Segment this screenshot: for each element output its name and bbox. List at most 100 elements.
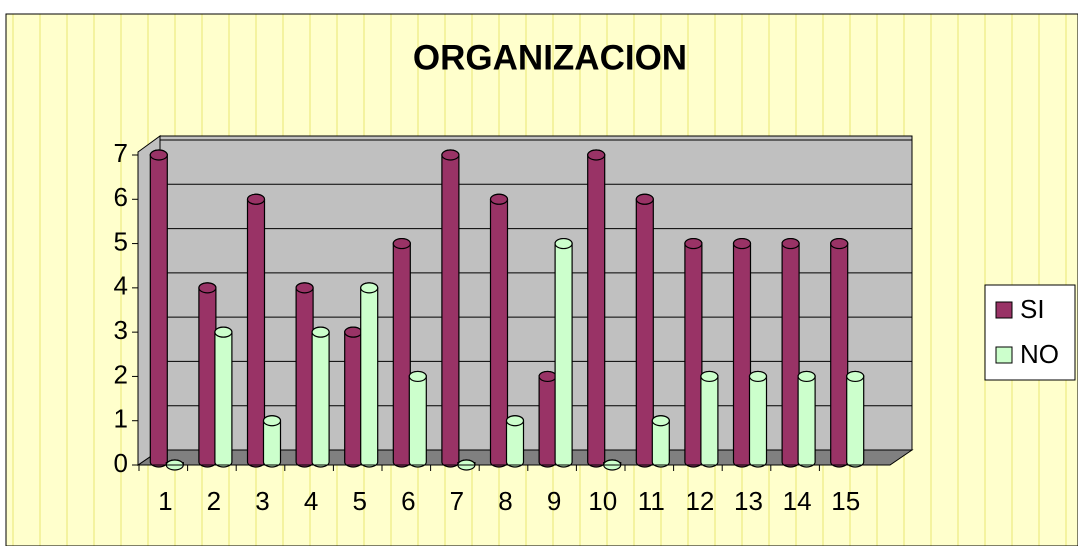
bar-top bbox=[311, 326, 330, 338]
x-tick-label: 4 bbox=[304, 486, 318, 516]
bar-body bbox=[846, 370, 865, 468]
x-tick-label: 3 bbox=[255, 486, 269, 516]
x-tick-label: 13 bbox=[734, 486, 763, 516]
bar-top bbox=[684, 237, 703, 250]
bar-body bbox=[684, 238, 703, 468]
bar-body bbox=[392, 238, 411, 468]
bar-body bbox=[538, 370, 557, 468]
bar-body bbox=[748, 370, 768, 468]
bar bbox=[830, 237, 849, 468]
x-tick-label: 10 bbox=[588, 486, 617, 516]
y-tick-label: 5 bbox=[114, 226, 128, 256]
x-tick-label: 5 bbox=[352, 486, 366, 516]
bar-top bbox=[830, 237, 849, 250]
bar-top bbox=[505, 415, 525, 427]
bar bbox=[797, 370, 816, 468]
y-tick-label: 1 bbox=[114, 404, 128, 434]
x-tick-label: 7 bbox=[450, 486, 464, 516]
bar-body bbox=[781, 238, 800, 468]
bar bbox=[344, 326, 363, 468]
bar-top bbox=[408, 370, 427, 383]
bar-body bbox=[214, 326, 233, 468]
bar-body bbox=[360, 282, 379, 468]
bar bbox=[587, 149, 606, 468]
bar-top bbox=[554, 237, 573, 250]
x-tick-label: 2 bbox=[207, 486, 221, 516]
bar-body bbox=[246, 193, 266, 468]
y-tick-label: 6 bbox=[114, 182, 128, 212]
bar-top bbox=[781, 237, 800, 250]
bar-top bbox=[651, 415, 670, 427]
bar-body bbox=[797, 370, 816, 468]
bar-top bbox=[797, 370, 816, 383]
bar-body bbox=[554, 238, 573, 468]
bar bbox=[538, 370, 557, 468]
x-tick-label: 14 bbox=[783, 486, 812, 516]
x-tick-label: 6 bbox=[401, 486, 415, 516]
bar bbox=[198, 282, 217, 468]
bar-top bbox=[214, 326, 233, 338]
x-tick-label: 1 bbox=[158, 486, 172, 516]
bar-top bbox=[635, 193, 654, 205]
bar bbox=[781, 237, 800, 468]
bar bbox=[262, 415, 282, 468]
bar-body bbox=[311, 326, 330, 468]
bar-body bbox=[587, 149, 606, 468]
bar-top bbox=[344, 326, 363, 338]
bar-top bbox=[732, 237, 752, 250]
x-tick-label: 11 bbox=[638, 486, 665, 516]
y-tick-label: 3 bbox=[114, 315, 128, 345]
bar bbox=[408, 370, 427, 468]
bar-body bbox=[489, 193, 509, 468]
plot bbox=[149, 139, 912, 471]
x-tick-label: 12 bbox=[685, 486, 714, 516]
bar bbox=[311, 326, 330, 468]
bar-body bbox=[635, 193, 654, 468]
bar-body bbox=[149, 149, 168, 468]
legend-swatch bbox=[995, 346, 1013, 364]
bar bbox=[684, 237, 703, 468]
bar bbox=[392, 237, 411, 468]
bar bbox=[441, 149, 460, 468]
y-tick-label: 7 bbox=[114, 138, 128, 168]
bar-top bbox=[441, 149, 460, 161]
bar-top bbox=[360, 282, 379, 294]
bar bbox=[700, 370, 719, 468]
bar-top bbox=[262, 415, 282, 427]
y-tick-label: 2 bbox=[114, 359, 128, 389]
bar-top bbox=[246, 193, 266, 205]
bar bbox=[360, 282, 379, 468]
chart-title: ORGANIZACION bbox=[413, 38, 687, 77]
x-tick-label: 9 bbox=[547, 486, 561, 516]
bar bbox=[651, 415, 670, 468]
bar-body bbox=[441, 149, 460, 468]
bar bbox=[846, 370, 865, 468]
bar-top bbox=[489, 193, 509, 205]
legend-swatch bbox=[995, 301, 1013, 319]
bar bbox=[505, 415, 525, 468]
y-tick-label: 4 bbox=[114, 271, 128, 301]
bar-top bbox=[748, 370, 768, 383]
bar-body bbox=[830, 238, 849, 468]
bar bbox=[732, 237, 752, 468]
bar-body bbox=[295, 282, 314, 468]
bar bbox=[149, 149, 168, 468]
bar-body bbox=[732, 238, 752, 468]
bar-top bbox=[295, 282, 314, 294]
bar-body bbox=[700, 370, 719, 468]
legend-label: SI bbox=[1020, 294, 1045, 324]
legend-label: NO bbox=[1020, 339, 1059, 369]
legend bbox=[984, 284, 1076, 381]
bar bbox=[635, 193, 654, 468]
bar-top bbox=[392, 237, 411, 250]
x-tick-label: 15 bbox=[831, 486, 860, 516]
bar-body bbox=[198, 282, 217, 468]
x-tick-label: 8 bbox=[498, 486, 512, 516]
bar-body bbox=[408, 370, 427, 468]
bar-top bbox=[538, 370, 557, 383]
bar-top bbox=[149, 149, 168, 161]
bar bbox=[489, 193, 509, 468]
bar-top bbox=[587, 149, 606, 161]
bar-top bbox=[846, 370, 865, 383]
